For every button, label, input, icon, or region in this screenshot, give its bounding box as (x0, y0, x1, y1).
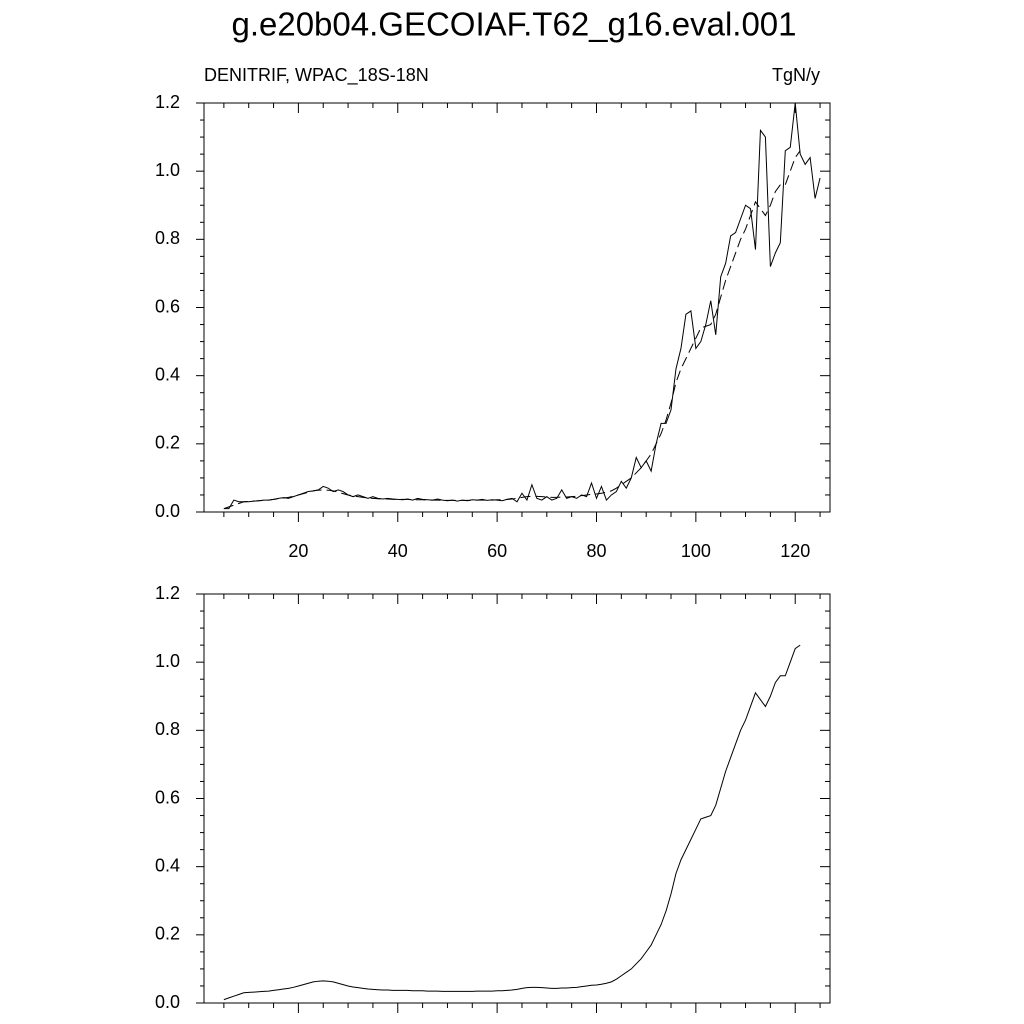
y-tick-label: 0.8 (155, 228, 180, 248)
y-tick-label: 0.2 (155, 433, 180, 453)
x-tick-label: 120 (780, 541, 810, 561)
data-line (223, 644, 801, 1001)
plot-frame (203, 593, 831, 1004)
figure-title: g.e20b04.GECOIAF.T62_g16.eval.001 (231, 6, 796, 43)
y-tick-label: 0.4 (155, 855, 180, 875)
y-tick-label: 1.2 (155, 92, 180, 112)
y-tick-label: 0.6 (155, 787, 180, 807)
data-line (223, 150, 801, 510)
x-tick-label: 20 (288, 541, 308, 561)
y-tick-label: 1.0 (155, 651, 180, 671)
plot-frame (203, 102, 831, 513)
y-tick-label: 0.8 (155, 719, 180, 739)
x-tick-label: 100 (681, 541, 711, 561)
y-tick-label: 1.0 (155, 160, 180, 180)
y-tick-label: 0.6 (155, 296, 180, 316)
x-tick-label: 40 (388, 541, 408, 561)
units: TgN/y (772, 65, 820, 85)
y-tick-label: 0.0 (155, 992, 180, 1012)
data-line (223, 102, 821, 510)
y-tick-label: 1.2 (155, 583, 180, 603)
subtitle: DENITRIF, WPAC_18S-18N (204, 65, 429, 86)
y-tick-label: 0.4 (155, 364, 180, 384)
y-tick-label: 0.0 (155, 501, 180, 521)
x-tick-label: 80 (586, 541, 606, 561)
y-tick-label: 0.2 (155, 924, 180, 944)
x-tick-label: 60 (487, 541, 507, 561)
